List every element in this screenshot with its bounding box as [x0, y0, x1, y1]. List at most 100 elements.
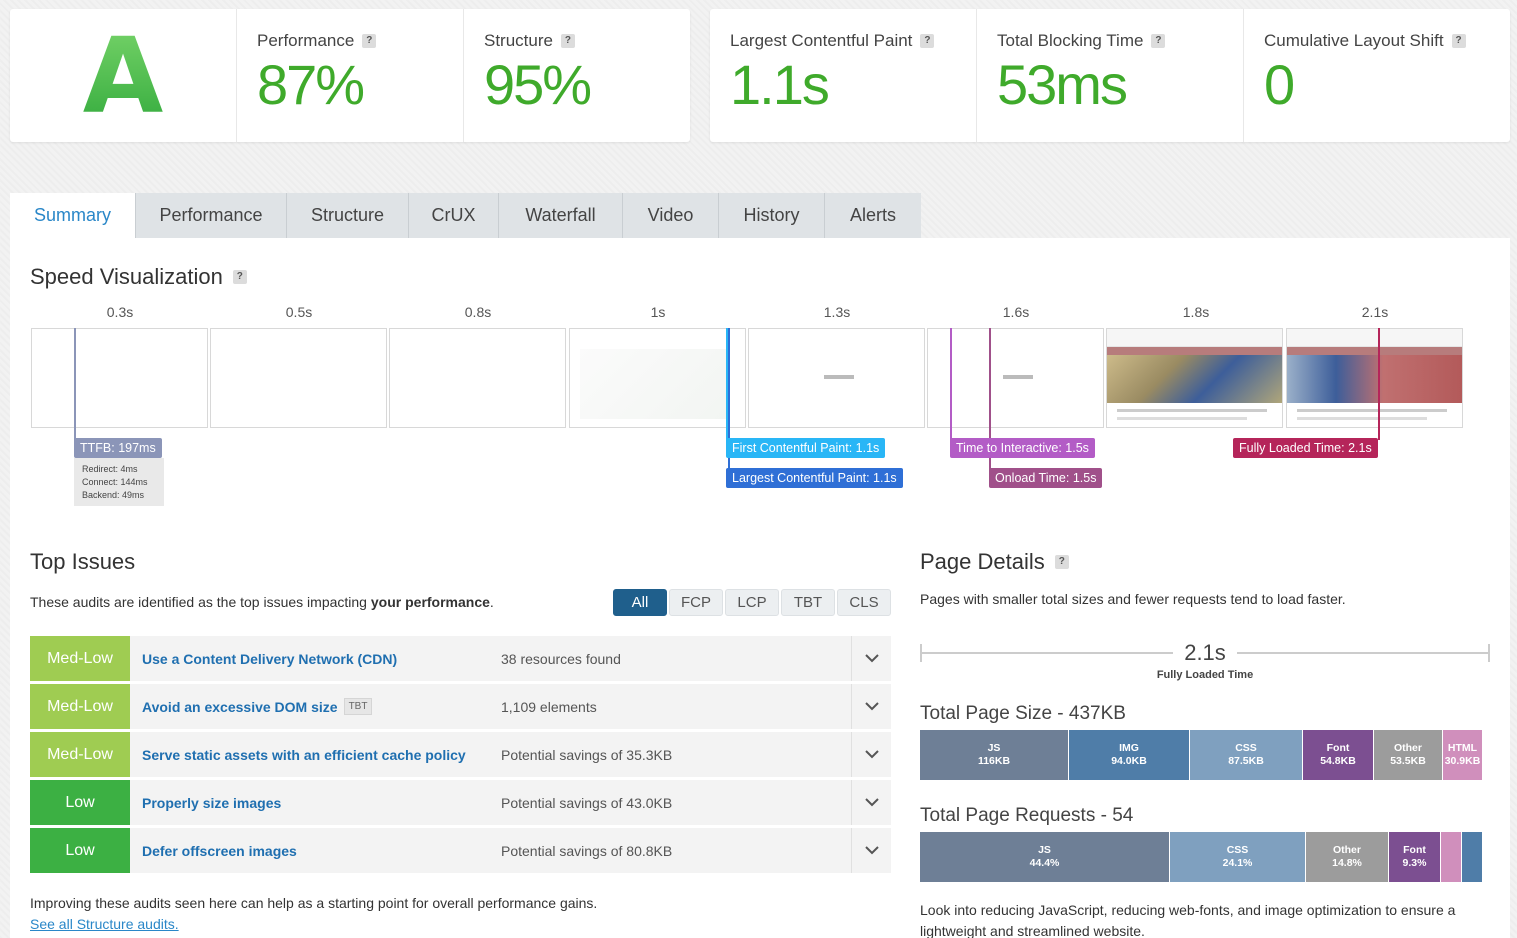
filmstrip-frame[interactable]	[748, 328, 925, 428]
segment-value: 116KB	[977, 755, 1011, 767]
fully-loaded-label: Fully Loaded Time	[1156, 669, 1254, 681]
top-issues-footer: Improving these audits seen here can hel…	[30, 895, 598, 911]
frame-nav	[1287, 347, 1462, 355]
filmstrip-frame[interactable]	[569, 328, 746, 428]
frame-text	[1117, 409, 1267, 412]
total-page-requests-title: Total Page Requests - 54	[920, 805, 1134, 826]
issue-row[interactable]: Med-Low Avoid an excessive DOM size TBT 1…	[30, 684, 891, 729]
redirect-time: Redirect: 4ms	[82, 464, 138, 474]
page-details-description: Pages with smaller total sizes and fewer…	[920, 591, 1346, 607]
segment-value: 87.5KB	[1228, 755, 1264, 767]
help-icon[interactable]: ?	[1151, 34, 1166, 48]
tab-crux[interactable]: CrUX	[409, 193, 499, 238]
tti-marker: Time to Interactive: 1.5s	[950, 438, 1095, 458]
issue-title-text[interactable]: Serve static assets with an efficient ca…	[142, 746, 466, 763]
issue-title[interactable]: Properly size images	[142, 795, 281, 811]
segment-value: 14.8%	[1332, 857, 1362, 869]
segment-name: Font	[1326, 742, 1350, 754]
filmstrip-frame[interactable]	[210, 328, 387, 428]
request-segment: Font 9.3%	[1389, 832, 1441, 882]
help-icon[interactable]: ?	[362, 34, 377, 48]
filmstrip-frame[interactable]	[927, 328, 1104, 428]
issue-title[interactable]: Serve static assets with an efficient ca…	[142, 747, 466, 763]
chevron-down-icon[interactable]	[851, 684, 891, 729]
issue-row[interactable]: Low Properly size images Potential savin…	[30, 780, 891, 825]
tab-alerts[interactable]: Alerts	[825, 193, 921, 238]
filmstrip-frame[interactable]	[1286, 328, 1463, 428]
scale-end-left	[920, 644, 922, 662]
metric-label: Total Blocking Time	[997, 31, 1144, 50]
frame-time: 1s	[650, 304, 666, 320]
ttfb-line	[74, 328, 76, 440]
see-structure-audits-link[interactable]: See all Structure audits.	[30, 916, 179, 932]
tab-history[interactable]: History	[719, 193, 825, 238]
tab-summary[interactable]: Summary	[10, 193, 136, 238]
issue-detail: 1,109 elements	[501, 698, 597, 715]
issue-title[interactable]: Defer offscreen images	[142, 843, 297, 859]
frame-time: 0.3s	[106, 304, 134, 320]
section-title: Page Details	[920, 549, 1045, 574]
onload-line	[989, 328, 991, 470]
filmstrip-frame[interactable]	[1106, 328, 1283, 428]
filmstrip-frame[interactable]	[389, 328, 566, 428]
fully-loaded-line	[1378, 328, 1380, 440]
filter-cls[interactable]: CLS	[837, 589, 891, 616]
frame-text	[1117, 417, 1247, 420]
chevron-down-icon[interactable]	[851, 636, 891, 681]
help-icon[interactable]: ?	[1451, 34, 1466, 48]
segment-name: Other	[1332, 844, 1361, 856]
chevron-down-icon[interactable]	[851, 828, 891, 873]
page-details-footer: Look into reducing JavaScript, reducing …	[920, 902, 1456, 938]
top-issues-description: These audits are identified as the top i…	[30, 594, 494, 610]
segment-value: 54.8KB	[1320, 755, 1356, 767]
chevron-down-icon[interactable]	[851, 780, 891, 825]
severity-badge: Med-Low	[30, 636, 130, 681]
backend-time: Backend: 49ms	[82, 490, 145, 500]
request-segment	[1462, 832, 1483, 882]
frame-placeholder	[824, 375, 854, 379]
issue-row[interactable]: Med-Low Serve static assets with an effi…	[30, 732, 891, 777]
tab-video[interactable]: Video	[623, 193, 719, 238]
severity-badge: Low	[30, 828, 130, 873]
issue-title-text[interactable]: Avoid an excessive DOM size	[142, 698, 338, 715]
size-segment: HTML 30.9KB	[1443, 730, 1483, 780]
issue-detail: Potential savings of 80.8KB	[501, 842, 673, 859]
issue-detail: Potential savings of 43.0KB	[501, 794, 673, 811]
size-segment: Other 53.5KB	[1374, 730, 1443, 780]
filter-lcp[interactable]: LCP	[725, 589, 779, 616]
segment-name: CSS	[1235, 742, 1257, 754]
metric-label: Performance	[257, 31, 355, 50]
issue-title-text[interactable]: Defer offscreen images	[142, 842, 297, 859]
filmstrip-frame[interactable]	[31, 328, 208, 428]
filter-tbt[interactable]: TBT	[781, 589, 835, 616]
issue-title-text[interactable]: Properly size images	[142, 794, 282, 811]
tab-performance[interactable]: Performance	[136, 193, 287, 238]
issue-title-text[interactable]: Use a Content Delivery Network (CDN)	[142, 650, 398, 667]
tti-line	[950, 328, 952, 440]
help-icon[interactable]: ?	[560, 34, 575, 48]
filter-fcp[interactable]: FCP	[669, 589, 723, 616]
tab-structure[interactable]: Structure	[287, 193, 409, 238]
lcp-line	[728, 328, 730, 470]
size-segment: IMG 94.0KB	[1069, 730, 1190, 780]
fcp-line	[726, 328, 728, 440]
size-segment: JS 116KB	[920, 730, 1069, 780]
speed-visualization-title: Speed Visualization ?	[30, 264, 247, 290]
tab-waterfall[interactable]: Waterfall	[499, 193, 623, 238]
issue-title[interactable]: Use a Content Delivery Network (CDN)	[142, 651, 397, 667]
frame-time: 2.1s	[1361, 304, 1389, 320]
help-icon[interactable]: ?	[920, 34, 935, 48]
frame-hero-image	[1107, 355, 1282, 403]
help-icon[interactable]: ?	[1054, 555, 1069, 569]
issue-title[interactable]: Avoid an excessive DOM size TBT	[142, 698, 373, 715]
metric-value: 95%	[484, 53, 592, 116]
issue-row[interactable]: Low Defer offscreen images Potential sav…	[30, 828, 891, 873]
help-icon[interactable]: ?	[232, 270, 247, 284]
chevron-down-icon[interactable]	[851, 732, 891, 777]
metric-lcp: Largest Contentful Paint? 1.1s	[710, 9, 976, 142]
frame-text	[1297, 417, 1427, 420]
scale-end-right	[1488, 644, 1490, 662]
report-tabs: Summary Performance Structure CrUX Water…	[10, 193, 921, 238]
filter-all[interactable]: All	[613, 589, 667, 616]
issue-row[interactable]: Med-Low Use a Content Delivery Network (…	[30, 636, 891, 681]
